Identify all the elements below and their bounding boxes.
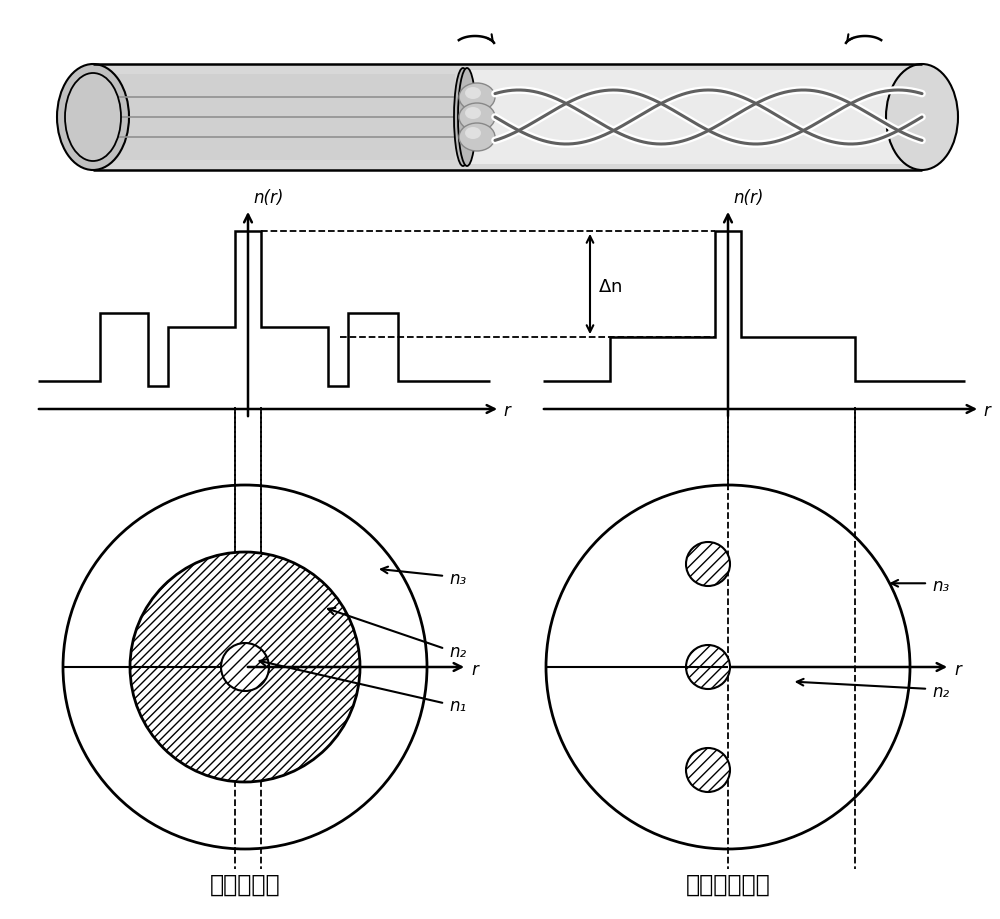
Text: n₂: n₂ <box>449 641 466 660</box>
Text: r: r <box>954 660 961 678</box>
Text: n₃: n₃ <box>449 569 466 587</box>
Ellipse shape <box>454 69 472 167</box>
Text: 螺旋三芯光纤: 螺旋三芯光纤 <box>686 872 770 896</box>
Ellipse shape <box>57 65 129 171</box>
Text: r: r <box>503 402 510 420</box>
Ellipse shape <box>465 108 481 119</box>
Ellipse shape <box>465 88 481 100</box>
Ellipse shape <box>459 84 495 112</box>
Circle shape <box>686 542 730 586</box>
Text: n₃: n₃ <box>932 576 949 595</box>
Ellipse shape <box>65 74 121 162</box>
Bar <box>465 71 922 165</box>
Circle shape <box>686 645 730 689</box>
Ellipse shape <box>886 65 958 171</box>
Circle shape <box>686 748 730 792</box>
Circle shape <box>221 643 269 691</box>
Circle shape <box>546 485 910 849</box>
Bar <box>93 75 455 161</box>
Circle shape <box>130 552 360 782</box>
Text: n₁: n₁ <box>449 697 466 714</box>
Text: r: r <box>983 402 990 420</box>
Ellipse shape <box>458 69 476 167</box>
Text: n(r): n(r) <box>253 188 283 207</box>
Text: n(r): n(r) <box>733 188 763 207</box>
Text: 双包层光纤: 双包层光纤 <box>210 872 280 896</box>
Ellipse shape <box>465 128 481 140</box>
Circle shape <box>63 485 427 849</box>
Text: n₂: n₂ <box>932 682 949 700</box>
Bar <box>93 65 922 171</box>
Text: $\Delta$n: $\Delta$n <box>598 278 622 296</box>
Ellipse shape <box>459 124 495 152</box>
Ellipse shape <box>459 104 495 131</box>
Text: r: r <box>471 660 478 678</box>
